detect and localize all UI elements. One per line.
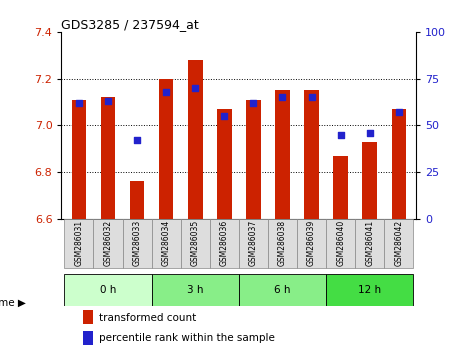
Bar xyxy=(83,331,93,345)
Text: GSM286031: GSM286031 xyxy=(74,220,83,267)
Point xyxy=(279,95,286,100)
Bar xyxy=(101,97,115,218)
Bar xyxy=(304,90,319,218)
Bar xyxy=(362,142,377,218)
Bar xyxy=(83,310,93,325)
Text: 3 h: 3 h xyxy=(187,285,203,295)
Bar xyxy=(64,274,152,306)
Bar xyxy=(333,155,348,218)
Bar xyxy=(326,274,413,306)
Text: GSM286032: GSM286032 xyxy=(104,220,113,267)
Bar xyxy=(217,109,232,218)
Bar xyxy=(355,218,384,268)
Bar xyxy=(159,79,174,218)
Point xyxy=(162,89,170,95)
Bar xyxy=(94,218,123,268)
Bar xyxy=(297,218,326,268)
Point xyxy=(104,98,112,104)
Text: transformed count: transformed count xyxy=(99,313,196,322)
Text: GSM286036: GSM286036 xyxy=(220,220,229,267)
Bar xyxy=(239,218,268,268)
Bar xyxy=(64,218,94,268)
Point xyxy=(192,85,199,91)
Text: GSM286033: GSM286033 xyxy=(132,220,141,267)
Point xyxy=(308,95,315,100)
Text: GSM286039: GSM286039 xyxy=(307,220,316,267)
Bar xyxy=(326,218,355,268)
Point xyxy=(133,137,141,143)
Text: GSM286035: GSM286035 xyxy=(191,220,200,267)
Bar xyxy=(239,274,326,306)
Text: GSM286041: GSM286041 xyxy=(365,220,374,267)
Bar xyxy=(152,218,181,268)
Bar xyxy=(72,99,86,218)
Point xyxy=(366,130,374,136)
Bar xyxy=(152,274,239,306)
Text: GSM286040: GSM286040 xyxy=(336,220,345,267)
Text: GSM286042: GSM286042 xyxy=(394,220,403,267)
Text: percentile rank within the sample: percentile rank within the sample xyxy=(99,333,275,343)
Text: time ▶: time ▶ xyxy=(0,297,26,308)
Bar xyxy=(130,181,144,218)
Bar xyxy=(268,218,297,268)
Bar xyxy=(210,218,239,268)
Bar xyxy=(384,218,413,268)
Bar xyxy=(392,109,406,218)
Bar xyxy=(181,218,210,268)
Text: GSM286034: GSM286034 xyxy=(162,220,171,267)
Bar xyxy=(275,90,290,218)
Text: GSM286038: GSM286038 xyxy=(278,220,287,267)
Point xyxy=(395,109,403,115)
Text: 12 h: 12 h xyxy=(358,285,381,295)
Bar xyxy=(123,218,152,268)
Text: GDS3285 / 237594_at: GDS3285 / 237594_at xyxy=(61,18,199,31)
Text: 0 h: 0 h xyxy=(100,285,116,295)
Point xyxy=(75,100,83,105)
Point xyxy=(250,100,257,105)
Point xyxy=(220,113,228,119)
Text: 6 h: 6 h xyxy=(274,285,291,295)
Text: GSM286037: GSM286037 xyxy=(249,220,258,267)
Point xyxy=(337,132,344,137)
Bar xyxy=(188,60,202,218)
Bar xyxy=(246,99,261,218)
